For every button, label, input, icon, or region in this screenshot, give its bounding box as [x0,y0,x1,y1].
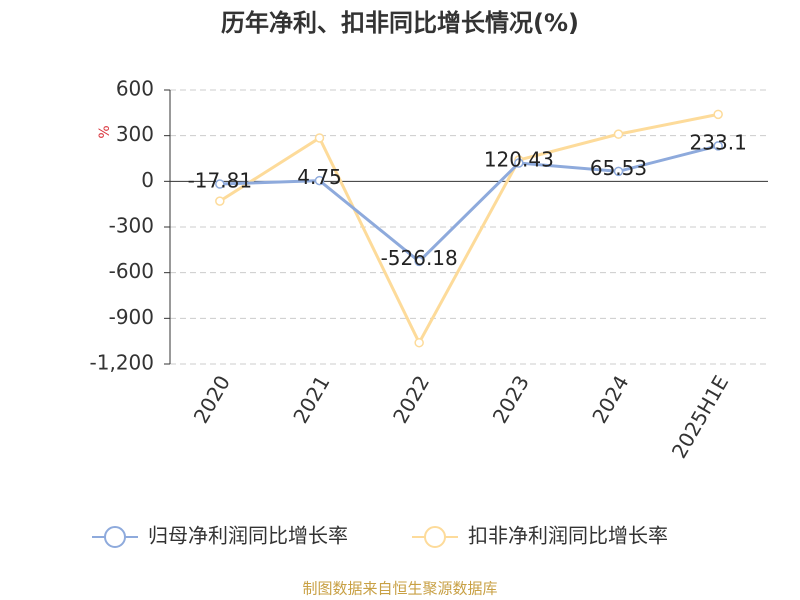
value-label: 120.43 [484,148,554,172]
value-label: 65.53 [590,156,647,180]
legend-label: 扣非净利润同比增长率 [468,524,668,548]
y-tick-label: -900 [109,305,154,329]
series-line [219,112,719,346]
y-tick-label: -1,200 [90,351,154,375]
point [414,256,424,267]
value-label: 233.1 [690,130,747,154]
point [215,196,225,206]
chart-title: 历年净利、扣非同比增长情况(%) [221,9,579,37]
y-tick-label: 600 [116,77,154,101]
value-label: -17.81 [188,169,252,193]
point [414,337,424,348]
point [215,179,225,189]
x-tick-label: 2022 [388,371,434,427]
x-tick-label: 2025H1E [667,371,733,462]
x-tick-label: 2021 [288,371,334,427]
point [613,166,624,177]
point [613,129,624,139]
point [514,158,524,168]
legend-marker [104,526,126,548]
x-tick-label: 2023 [488,371,534,427]
y-unit: % [97,125,113,138]
y-tick-label: -300 [109,214,154,238]
footer: 制图数据来自恒生聚源数据库 [302,580,497,598]
value-label: 4.75 [297,165,342,189]
x-tick-label: 2024 [587,371,633,427]
point [314,175,325,186]
point [713,141,723,151]
point [713,109,723,120]
legend-label: 归母净利润同比增长率 [148,524,348,548]
x-tick-label: 2020 [189,371,235,427]
y-tick-label: -600 [109,259,154,283]
legend-marker [424,526,446,548]
series-line [219,144,719,264]
point [314,133,325,143]
value-label: -526.18 [381,246,458,270]
y-tick-label: 300 [116,122,154,146]
y-tick-label: 0 [141,168,154,192]
